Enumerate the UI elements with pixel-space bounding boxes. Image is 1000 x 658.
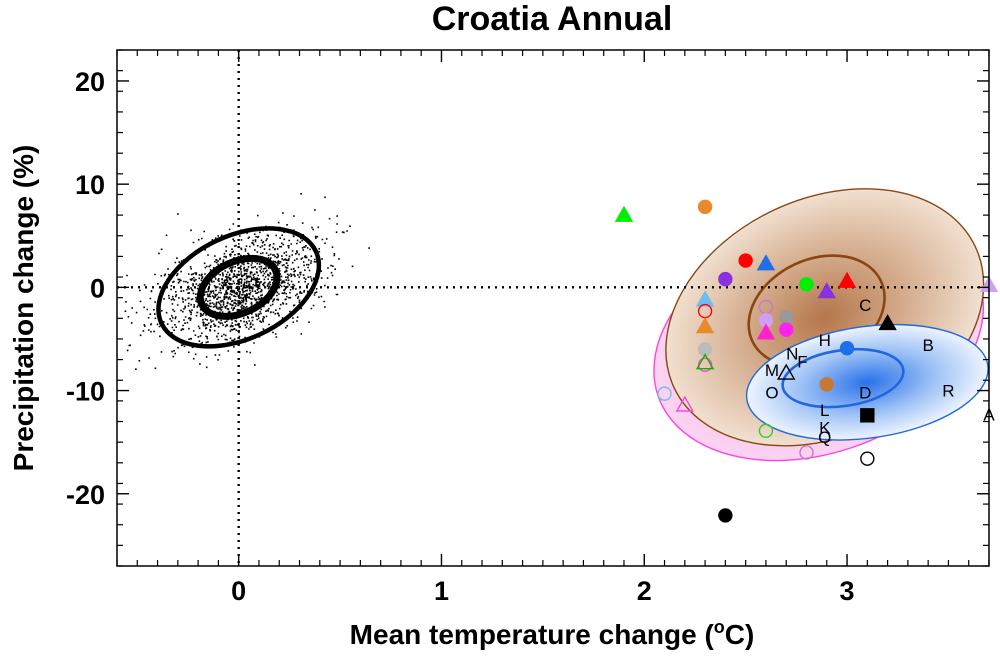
model-marker-triangle — [817, 282, 836, 299]
y-axis-label: Precipitation change (%) — [8, 145, 39, 472]
natural-variability-outer-ellipse — [156, 226, 322, 349]
model-letter-r: R — [942, 382, 954, 401]
model-marker-circle — [779, 322, 794, 337]
model-marker-circle — [697, 199, 713, 215]
model-marker-circle — [799, 445, 814, 460]
brown-region-ellipse — [665, 188, 985, 447]
model-letter-m: M — [765, 361, 779, 380]
model-marker-circle — [718, 271, 733, 287]
model-marker-triangle — [695, 290, 715, 307]
y-tick-label: 0 — [90, 273, 105, 303]
model-marker-triangle — [614, 205, 634, 222]
chart-title: Croatia Annual — [432, 0, 673, 38]
model-marker-circle — [758, 423, 774, 439]
model-marker-circle — [718, 508, 733, 523]
model-letter-o: O — [765, 384, 778, 403]
natural-variability-inner-ellipse — [196, 254, 281, 320]
y-tick-label: -10 — [66, 377, 105, 407]
plot-frame — [116, 49, 990, 567]
model-marker-circle — [799, 277, 814, 292]
model-letter-d: D — [859, 384, 871, 403]
y-tick-label: 10 — [75, 170, 105, 200]
y-tick-label: -20 — [66, 480, 105, 510]
model-marker-triangle — [695, 353, 715, 370]
model-marker-square — [860, 408, 875, 423]
y-tick-label: 20 — [75, 67, 105, 97]
model-letter-q: Q — [818, 428, 831, 447]
model-marker-circle — [657, 386, 672, 401]
ensemble-regions — [653, 188, 989, 462]
model-marker-circle — [738, 253, 753, 268]
model-marker-triangle — [837, 271, 857, 288]
natural-variability-scatter — [117, 193, 370, 376]
model-marker-triangle — [695, 317, 715, 334]
x-axis-label-end: C) — [725, 619, 755, 650]
axis-ticks — [116, 49, 990, 567]
x-axis-label: Mean temperature change (oC) — [350, 617, 755, 650]
model-marker-triangle — [756, 323, 776, 340]
model-letter-l: L — [820, 401, 829, 420]
model-letter-b: B — [922, 336, 933, 355]
reference-lines — [117, 50, 989, 566]
model-marker-triangle — [675, 395, 695, 412]
blue-inner-contour — [781, 348, 905, 409]
model-marker-triangle — [756, 254, 776, 271]
natural-variability — [117, 193, 370, 376]
blue-region-ellipse — [745, 323, 989, 441]
x-tick-label: 3 — [840, 576, 855, 606]
model-markers — [614, 199, 999, 523]
model-marker-triangle — [878, 314, 897, 331]
model-letter-h: H — [819, 331, 831, 350]
x-tick-label: 1 — [434, 576, 449, 606]
model-marker-triangle — [777, 363, 796, 380]
x-axis-label-main: Mean temperature change ( — [350, 619, 715, 650]
model-letter-f: F — [797, 353, 807, 372]
model-marker-circle — [779, 310, 794, 325]
model-marker-circle — [860, 451, 875, 466]
x-axis-label-degree: o — [714, 617, 725, 637]
model-letter-c: C — [859, 296, 871, 315]
model-letter-k: K — [819, 419, 831, 438]
model-marker-circle — [839, 341, 855, 356]
model-marker-circle — [819, 377, 834, 392]
model-letter-n: N — [786, 344, 798, 363]
axis-tick-labels: 0 1 2 3 20 10 0 -10 -20 — [66, 67, 855, 606]
x-tick-label: 2 — [637, 576, 652, 606]
x-tick-label: 0 — [231, 576, 246, 606]
